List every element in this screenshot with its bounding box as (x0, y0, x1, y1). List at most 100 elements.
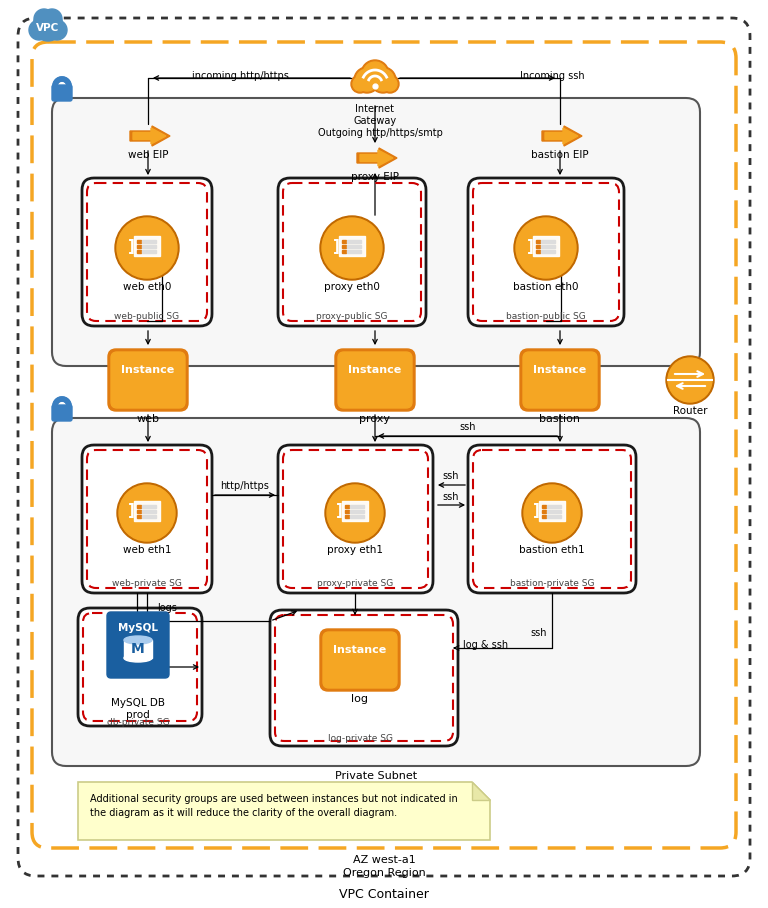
Text: Internet
Gateway: Internet Gateway (353, 104, 396, 125)
Text: AZ west-a1: AZ west-a1 (353, 855, 415, 865)
Text: MySQL: MySQL (118, 623, 158, 633)
Bar (137, 510, 141, 513)
Text: proxy eth1: proxy eth1 (327, 545, 383, 555)
Text: ssh: ssh (459, 422, 475, 432)
Circle shape (29, 20, 49, 40)
Bar (137, 250, 141, 253)
Polygon shape (130, 126, 170, 146)
Polygon shape (133, 128, 166, 144)
FancyBboxPatch shape (523, 352, 597, 408)
Circle shape (325, 483, 385, 543)
Text: bastion eth1: bastion eth1 (519, 545, 584, 555)
Bar (541, 250, 555, 253)
Bar (142, 245, 156, 248)
Text: proxy eth0: proxy eth0 (324, 282, 380, 292)
Circle shape (363, 62, 387, 86)
Text: web-private SG: web-private SG (112, 579, 182, 588)
Bar (536, 250, 540, 253)
Text: Private Subnet: Private Subnet (335, 771, 417, 781)
Circle shape (370, 67, 396, 93)
Text: log & ssh: log & ssh (463, 640, 508, 650)
FancyBboxPatch shape (278, 178, 426, 326)
Text: web: web (137, 414, 160, 424)
Text: web eth1: web eth1 (123, 545, 171, 555)
Bar (142, 510, 156, 513)
FancyBboxPatch shape (338, 352, 412, 408)
Bar (536, 245, 540, 248)
Circle shape (47, 20, 67, 40)
Circle shape (117, 218, 177, 278)
Text: Public Subnet: Public Subnet (338, 371, 414, 381)
Bar (350, 505, 364, 508)
FancyBboxPatch shape (52, 98, 700, 366)
Text: proxy-private SG: proxy-private SG (317, 579, 393, 588)
Text: proxy-public SG: proxy-public SG (316, 312, 388, 321)
Polygon shape (357, 148, 397, 168)
FancyBboxPatch shape (335, 349, 415, 411)
FancyBboxPatch shape (323, 632, 397, 688)
FancyBboxPatch shape (52, 85, 72, 101)
Circle shape (353, 77, 367, 91)
Bar (342, 501, 368, 521)
Text: bastion: bastion (539, 414, 581, 424)
Text: Oregon Region: Oregon Region (343, 868, 425, 878)
Text: web-public SG: web-public SG (114, 312, 180, 321)
Bar (347, 240, 361, 243)
FancyBboxPatch shape (320, 629, 400, 691)
Text: MySQL DB
prod: MySQL DB prod (111, 698, 165, 720)
Text: ]: ] (336, 504, 343, 518)
Circle shape (381, 75, 399, 93)
FancyBboxPatch shape (108, 349, 188, 411)
Bar (345, 510, 349, 513)
Bar (347, 250, 361, 253)
Polygon shape (545, 128, 578, 144)
FancyBboxPatch shape (111, 352, 185, 408)
Text: ]: ] (127, 239, 134, 253)
Circle shape (33, 11, 63, 41)
Text: bastion-public SG: bastion-public SG (506, 312, 586, 321)
Circle shape (320, 216, 384, 280)
Bar (137, 245, 141, 248)
Polygon shape (78, 782, 490, 840)
Bar (142, 515, 156, 518)
Circle shape (117, 483, 177, 543)
Text: proxy EIP: proxy EIP (351, 172, 399, 182)
Circle shape (115, 216, 179, 280)
Bar (536, 240, 540, 243)
Text: bastion EIP: bastion EIP (531, 150, 589, 160)
Text: logs: logs (157, 603, 177, 613)
Text: bastion eth0: bastion eth0 (513, 282, 579, 292)
Text: web EIP: web EIP (127, 150, 168, 160)
FancyBboxPatch shape (82, 178, 212, 326)
Bar (342, 250, 346, 253)
Ellipse shape (124, 636, 152, 644)
Text: ]: ] (127, 504, 134, 518)
Text: log: log (352, 694, 369, 704)
Circle shape (356, 69, 378, 91)
FancyBboxPatch shape (270, 610, 458, 746)
Text: log-private SG: log-private SG (327, 734, 392, 743)
Circle shape (383, 77, 397, 91)
Text: proxy: proxy (359, 414, 390, 424)
Text: ssh: ssh (442, 471, 458, 481)
Polygon shape (360, 150, 393, 166)
Circle shape (524, 485, 580, 541)
FancyBboxPatch shape (468, 178, 624, 326)
Text: ssh: ssh (442, 492, 458, 502)
Text: VPC Container: VPC Container (339, 888, 429, 901)
Text: web eth0: web eth0 (123, 282, 171, 292)
Circle shape (119, 485, 175, 541)
Bar (339, 236, 365, 256)
FancyBboxPatch shape (52, 405, 72, 421)
Text: ssh: ssh (531, 628, 547, 638)
Bar (134, 236, 160, 256)
Bar (342, 245, 346, 248)
Bar (142, 250, 156, 253)
Bar (542, 510, 546, 513)
Ellipse shape (124, 654, 152, 662)
Bar (124, 640, 152, 658)
Text: Outgoing http/https/smtp: Outgoing http/https/smtp (317, 128, 442, 138)
Circle shape (327, 485, 383, 541)
Bar (142, 240, 156, 243)
Circle shape (354, 67, 380, 93)
